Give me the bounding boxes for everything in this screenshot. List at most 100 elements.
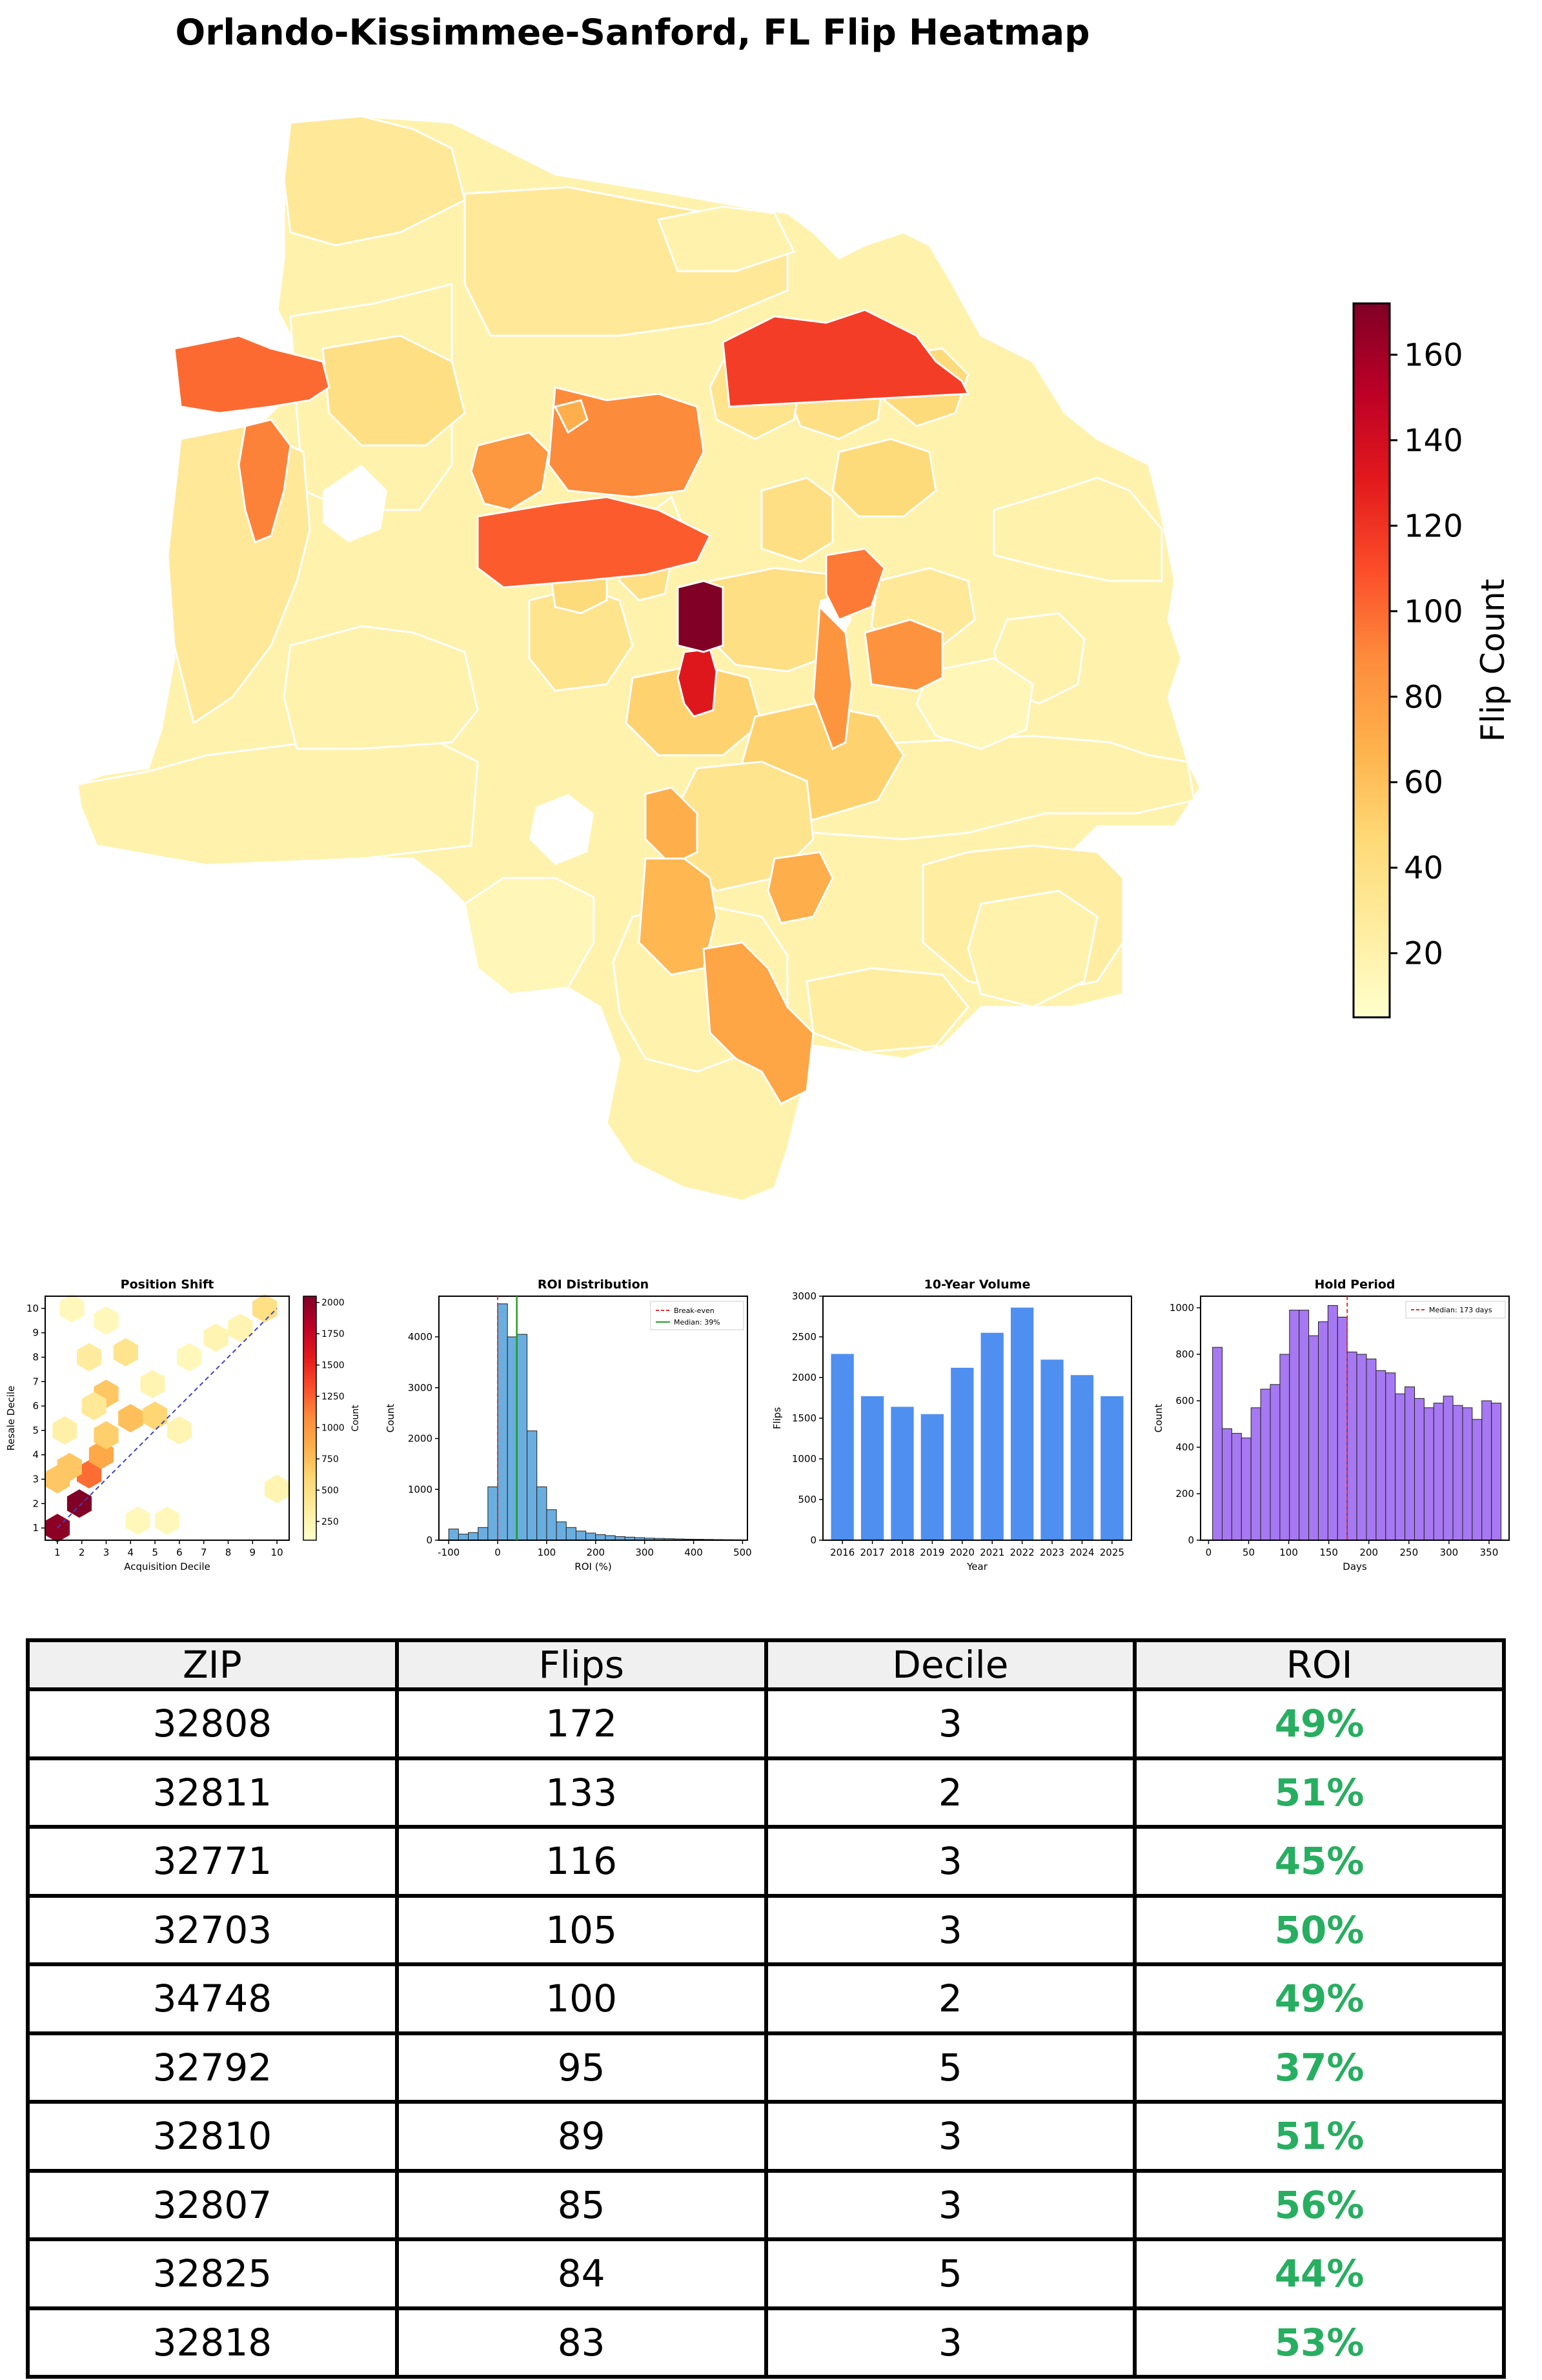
- map-region: [638, 857, 718, 976]
- cell-decile: 2: [764, 1962, 1137, 2035]
- panel-title: Position Shift: [121, 1277, 214, 1292]
- cell-flips: 83: [394, 2306, 768, 2379]
- x-tick-label: 100: [538, 1547, 556, 1558]
- volume-bar: [891, 1407, 914, 1540]
- map-region: [644, 786, 698, 866]
- cell-decile: 3: [764, 2168, 1137, 2241]
- histogram-bar: [497, 1303, 508, 1541]
- map-region: [238, 418, 292, 544]
- colorbar-tick-label: 60: [1404, 765, 1443, 801]
- map-region: [967, 890, 1099, 1008]
- cell-zip: 32807: [26, 2168, 399, 2241]
- hexbin-cell: [66, 1489, 92, 1518]
- map-region: [702, 941, 815, 1105]
- volume-bar: [1040, 1359, 1064, 1540]
- colorbar-tick-label: 160: [1404, 337, 1463, 373]
- x-tick-label: 4: [128, 1547, 134, 1558]
- histogram-bar: [478, 1527, 489, 1541]
- cell-decile: 5: [764, 2237, 1137, 2310]
- colorbar-tick-label: 40: [1404, 850, 1443, 886]
- x-tick-label: -100: [438, 1547, 460, 1558]
- cell-zip: 32811: [26, 1756, 399, 1829]
- x-tick-label: 100: [1279, 1547, 1298, 1558]
- y-tick-label: 1500: [792, 1412, 817, 1424]
- x-tick-label: 200: [586, 1547, 605, 1558]
- hexbin-cell: [113, 1337, 138, 1367]
- cell-roi: 49%: [1133, 1962, 1506, 2035]
- histogram-bar: [1241, 1438, 1252, 1541]
- cell-flips: 89: [394, 2100, 768, 2173]
- x-tick-label: 2016: [830, 1547, 855, 1558]
- header-zip: ZIP: [26, 1638, 399, 1691]
- histogram-bar: [1222, 1428, 1232, 1541]
- identity-line: [57, 1308, 278, 1529]
- histogram-bar: [546, 1509, 557, 1541]
- y-tick-label: 9: [32, 1327, 39, 1339]
- y-tick-label: 1: [32, 1522, 39, 1534]
- histogram-bar: [1299, 1310, 1310, 1541]
- histogram-bar: [1212, 1347, 1223, 1541]
- histogram-bar: [1405, 1386, 1415, 1541]
- x-tick-label: 2021: [980, 1547, 1004, 1558]
- cell-flips: 172: [394, 1687, 768, 1760]
- y-tick-label: 8: [32, 1352, 39, 1363]
- map-region: [806, 967, 969, 1053]
- map-region: [767, 851, 834, 924]
- header-roi: ROI: [1133, 1638, 1506, 1691]
- map-region: [76, 735, 479, 866]
- page-title: Orlando-Kissimmee-Sanford, FL Flip Heatm…: [175, 12, 1090, 53]
- hexbin-cell: [45, 1465, 70, 1494]
- hexbin-cell: [143, 1401, 168, 1430]
- map-region: [760, 476, 834, 563]
- table-header-row: ZIP Flips Decile ROI: [26, 1638, 1506, 1691]
- x-tick-label: 2023: [1040, 1547, 1064, 1558]
- hexbin-cell: [59, 1294, 85, 1323]
- position-colorbar: [303, 1296, 317, 1541]
- histogram-bar: [1346, 1351, 1357, 1541]
- histogram-bar: [1356, 1354, 1367, 1541]
- histogram-bar: [1318, 1321, 1328, 1541]
- cell-roi: 51%: [1133, 2100, 1506, 2173]
- cell-zip: 34748: [26, 1962, 399, 2035]
- histogram-bar: [1375, 1370, 1386, 1541]
- histogram-bar: [1462, 1407, 1473, 1541]
- map-regions: [76, 115, 1202, 1202]
- cell-zip: 32771: [26, 1825, 399, 1898]
- roi-distribution-chart: ROI Distribution -100 0 100 200 300 400 500 0 100…: [385, 1277, 752, 1572]
- map-zip-32811: [676, 647, 718, 718]
- y-tick-label: 1000: [1170, 1302, 1194, 1314]
- cell-flips: 84: [394, 2237, 768, 2310]
- colorbar-tick-label: 2000: [321, 1298, 345, 1308]
- cell-decile: 3: [764, 2100, 1137, 2173]
- histogram-bar: [1414, 1398, 1425, 1541]
- x-axis-label: Days: [1343, 1561, 1367, 1572]
- histogram-bar: [1279, 1354, 1290, 1541]
- map-region: [283, 115, 466, 247]
- x-tick-label: 2019: [920, 1547, 944, 1558]
- map-region: [915, 657, 1034, 750]
- volume-bar: [980, 1332, 1004, 1540]
- cell-flips: 133: [394, 1756, 768, 1829]
- cell-decile: 3: [764, 1825, 1137, 1898]
- x-tick-label: 8: [225, 1547, 232, 1558]
- x-tick-label: 10: [271, 1547, 283, 1558]
- map-zip-32703: [476, 496, 712, 589]
- histogram-bar: [1260, 1388, 1271, 1541]
- map-region: [831, 438, 937, 518]
- cell-flips: 116: [394, 1825, 768, 1898]
- hexbin-cell: [94, 1306, 119, 1335]
- legend-label-median: Median: 173 days: [1429, 1306, 1492, 1314]
- map-colorbar: 20 40 60 80 100 120 140 160 Flip Count: [1352, 302, 1512, 1019]
- x-tick-label: 500: [733, 1547, 752, 1558]
- y-axis-label: Count: [1153, 1404, 1164, 1433]
- cell-roi: 49%: [1133, 1687, 1506, 1760]
- map-hole: [323, 465, 387, 542]
- x-tick-label: 200: [1359, 1547, 1378, 1558]
- x-tick-label: 5: [152, 1547, 158, 1558]
- table-row: 32807 85 3 56%: [26, 2168, 1506, 2241]
- map-region: [553, 399, 589, 434]
- colorbar-tick-label: 1500: [321, 1361, 345, 1371]
- histogram-bar: [1231, 1432, 1242, 1541]
- table-body: 32808 172 3 49% 32811 133 2 51% 32771 116 3 45% 3270…: [26, 1687, 1506, 2379]
- colorbar-tick-label: 140: [1404, 423, 1463, 459]
